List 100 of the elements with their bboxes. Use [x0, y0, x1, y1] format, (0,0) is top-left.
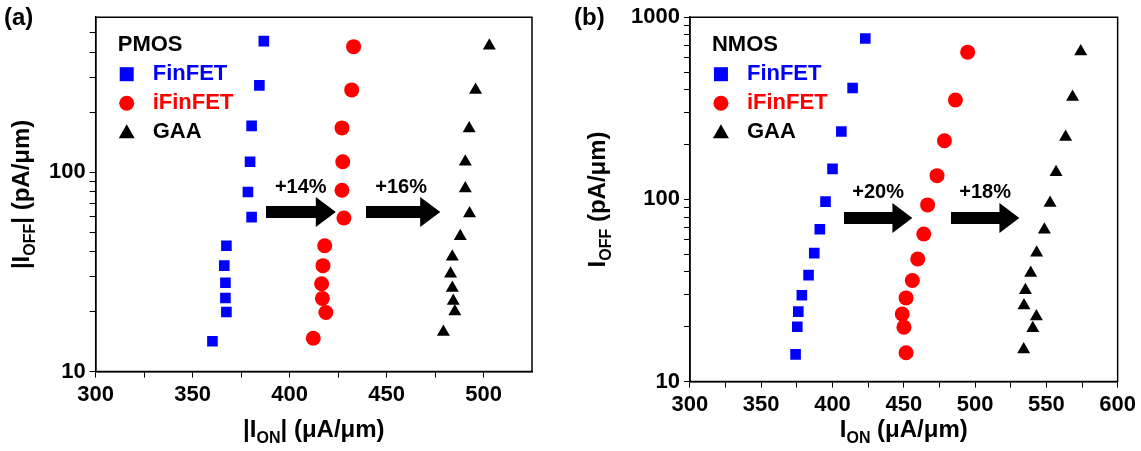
- point: [207, 335, 218, 347]
- point: [463, 206, 477, 218]
- point: [448, 304, 462, 316]
- point: [936, 133, 952, 149]
- point: [1030, 245, 1044, 257]
- point: [898, 290, 914, 306]
- point: [910, 251, 926, 267]
- annotation: +16%: [375, 174, 428, 197]
- point: [318, 304, 334, 320]
- legend-label: GAA: [152, 118, 202, 144]
- point: [446, 293, 460, 305]
- point: [314, 290, 330, 306]
- x-tick-label: 400: [271, 380, 308, 406]
- point: [947, 92, 963, 108]
- point: [334, 182, 350, 198]
- point: [1037, 222, 1051, 234]
- legend-title: PMOS: [117, 31, 183, 57]
- x-tick-label: 300: [671, 390, 709, 416]
- point: [791, 321, 803, 333]
- y-tick-label: 10: [61, 357, 86, 383]
- y-tick-label: 10: [655, 367, 680, 393]
- point: [220, 292, 231, 304]
- point: [462, 120, 476, 133]
- x-tick-label: 350: [174, 380, 212, 406]
- point: [314, 276, 330, 292]
- point: [792, 306, 804, 317]
- annotation: +18%: [959, 179, 1012, 202]
- point: [808, 247, 820, 259]
- y-axis-title: |IOFF| (pA/μm): [6, 119, 38, 270]
- point: [344, 82, 360, 98]
- y-tick-label: 100: [48, 158, 86, 184]
- x-tick-label: 500: [465, 380, 502, 406]
- point: [458, 154, 472, 166]
- y-axis-title: IOFF (pA/μm): [582, 131, 614, 268]
- legend-label: GAA: [746, 118, 796, 144]
- point: [444, 266, 458, 278]
- point: [904, 272, 920, 288]
- chart-title: (a): [4, 2, 34, 30]
- point: [790, 349, 801, 360]
- x-tick-label: 300: [77, 380, 115, 406]
- point: [469, 82, 483, 94]
- annotation: +20%: [852, 179, 905, 202]
- point: [254, 80, 265, 91]
- annotation: +14%: [274, 174, 327, 197]
- point: [1024, 265, 1038, 277]
- legend-label: FinFET: [746, 60, 823, 86]
- point: [920, 197, 936, 213]
- point: [960, 44, 976, 60]
- legend-label: iFinFET: [152, 89, 234, 115]
- legend-label: iFinFET: [746, 89, 829, 115]
- point: [894, 306, 910, 322]
- point: [436, 324, 450, 336]
- point: [244, 156, 256, 168]
- point: [246, 211, 257, 223]
- x-tick-label: 550: [1028, 390, 1065, 416]
- chart-title: (b): [574, 2, 605, 30]
- point: [1026, 320, 1040, 333]
- x-tick-label: 500: [956, 390, 994, 416]
- y-tick-label: 1000: [630, 3, 680, 29]
- point: [796, 289, 808, 301]
- point: [458, 181, 472, 193]
- legend-title: NMOS: [711, 31, 778, 57]
- point: [847, 82, 858, 94]
- x-tick-label: 450: [368, 380, 405, 406]
- point: [1017, 297, 1031, 310]
- point: [334, 120, 350, 136]
- point: [246, 120, 257, 132]
- point: [218, 260, 230, 271]
- point: [1049, 164, 1063, 176]
- point: [1018, 282, 1032, 295]
- x-tick-label: 350: [742, 390, 780, 416]
- point: [482, 38, 496, 50]
- point: [814, 223, 826, 235]
- point: [820, 196, 831, 207]
- point: [305, 330, 321, 346]
- point: [315, 258, 331, 274]
- x-tick-label: 400: [814, 390, 851, 416]
- point: [836, 126, 847, 137]
- point: [1017, 342, 1031, 354]
- point: [929, 168, 945, 184]
- point: [1066, 89, 1080, 101]
- point: [803, 269, 814, 281]
- point: [335, 154, 351, 170]
- point: [1059, 129, 1073, 141]
- point: [898, 345, 914, 361]
- legend-label: FinFET: [152, 60, 228, 86]
- point: [346, 39, 362, 55]
- point: [916, 226, 932, 242]
- point: [827, 163, 838, 175]
- point: [317, 238, 333, 254]
- point: [896, 319, 912, 335]
- point: [1043, 195, 1057, 207]
- point: [1029, 308, 1043, 321]
- point: [221, 306, 232, 318]
- point: [336, 210, 352, 226]
- y-tick-label: 100: [643, 185, 680, 211]
- point: [445, 280, 459, 292]
- point: [860, 33, 871, 44]
- x-tick-label: 600: [1099, 390, 1137, 416]
- x-tick-label: 450: [885, 390, 923, 416]
